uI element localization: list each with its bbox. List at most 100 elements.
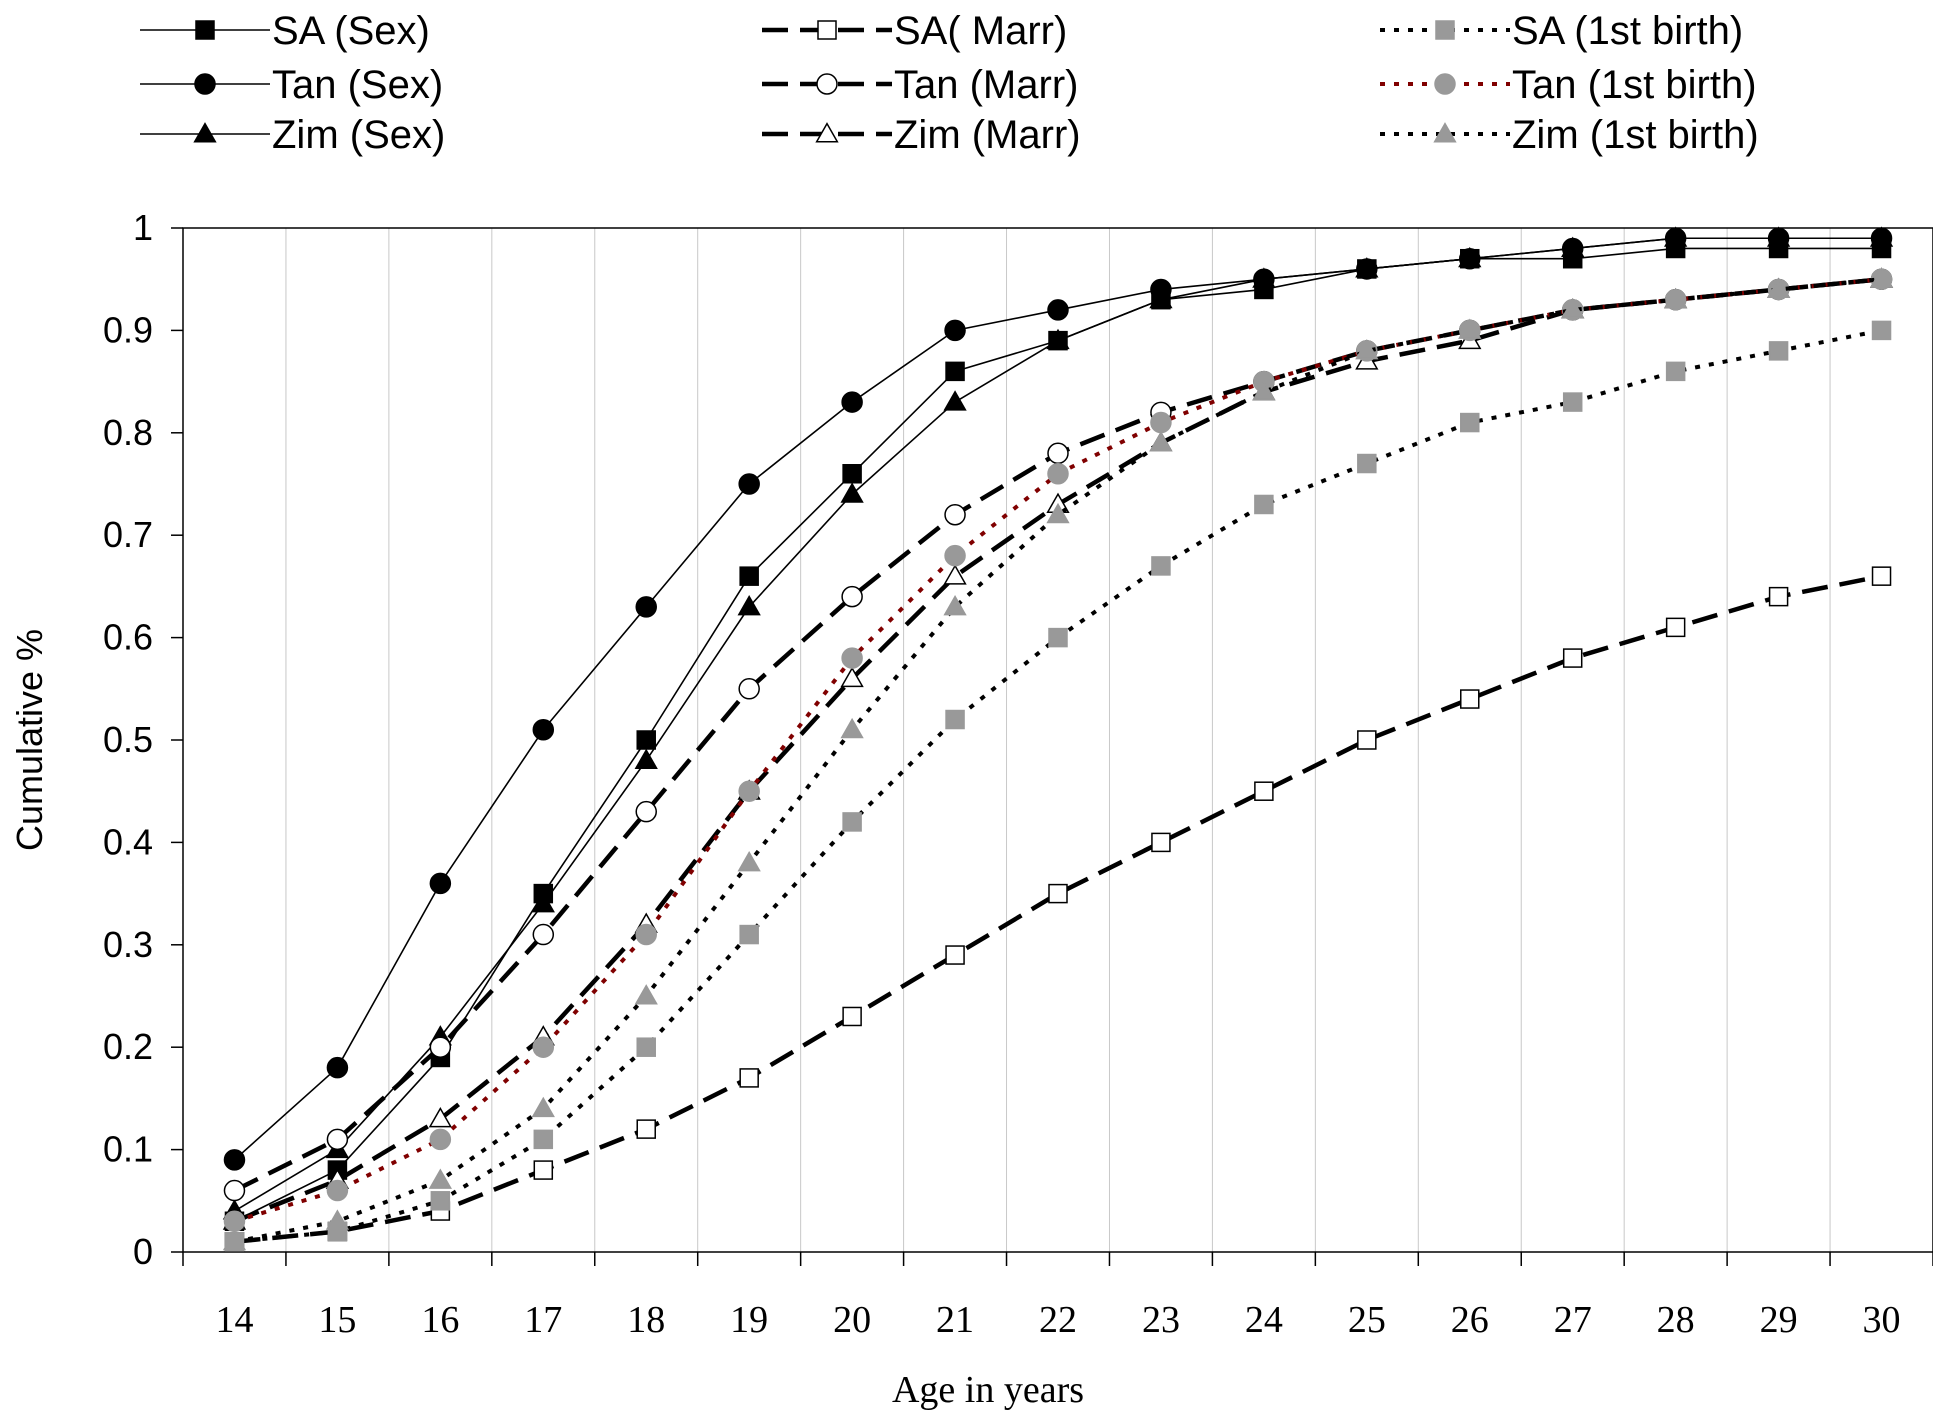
legend-entry: Tan (Marr) <box>762 63 1078 107</box>
data-point <box>737 595 761 616</box>
data-point <box>428 1107 452 1128</box>
data-point <box>840 482 864 503</box>
series-2 <box>222 226 1894 1220</box>
legend-marker <box>1433 122 1457 143</box>
data-point <box>1151 832 1171 853</box>
data-point <box>841 391 863 413</box>
data-point <box>1252 267 1276 288</box>
y-tick-label: 0.8 <box>103 412 153 453</box>
data-point <box>1254 494 1274 515</box>
data-point <box>634 748 658 769</box>
data-point <box>1766 277 1791 298</box>
y-axis: 0 0.1 0.2 0.3 0.4 0.5 0.6 0.7 0.8 0.9 1 <box>103 207 183 1272</box>
data-point <box>738 473 760 495</box>
data-point <box>841 585 863 608</box>
x-tick-label: 26 <box>1451 1299 1489 1341</box>
y-tick-label: 0.5 <box>103 719 153 760</box>
data-point <box>1046 502 1070 524</box>
legend-entry: Tan (Sex) <box>140 63 443 107</box>
legend-label: Tan (Marr) <box>894 63 1078 107</box>
data-point <box>738 780 760 802</box>
data-point <box>1869 226 1894 247</box>
data-point <box>1561 236 1585 257</box>
data-point <box>1458 318 1482 339</box>
data-point <box>1665 617 1686 638</box>
data-point <box>1871 320 1892 341</box>
data-point <box>428 1168 452 1189</box>
legend-marker <box>194 73 216 95</box>
data-point <box>945 945 965 965</box>
data-point <box>739 924 759 945</box>
legend-marker <box>817 20 837 40</box>
data-point <box>1048 883 1068 904</box>
data-point <box>1766 226 1791 247</box>
y-tick-label: 0.3 <box>103 924 153 965</box>
data-point <box>1047 299 1069 321</box>
legend-entry: Zim (1st birth) <box>1380 113 1759 157</box>
data-point <box>223 1149 246 1171</box>
data-point <box>840 666 864 688</box>
x-tick-label: 28 <box>1657 1299 1695 1341</box>
legend-label: Tan (Sex) <box>272 63 443 107</box>
data-point <box>1357 453 1377 474</box>
data-point <box>326 1128 349 1151</box>
x-tick-label: 17 <box>524 1299 562 1341</box>
legend-label: Zim (Sex) <box>272 113 445 157</box>
x-tick-label: 19 <box>730 1299 768 1341</box>
data-point <box>429 1036 452 1058</box>
series-6 <box>224 320 1892 1252</box>
data-point <box>739 1068 759 1088</box>
x-axis: 14 15 16 17 18 19 20 21 22 23 24 25 26 27 28 29 30 <box>182 1252 1933 1341</box>
data-point <box>1664 287 1688 309</box>
series-line <box>233 276 1882 1224</box>
x-tick-label: 21 <box>936 1299 974 1341</box>
legend-marker <box>815 122 839 143</box>
plot-frame <box>182 227 1933 1253</box>
data-point <box>1047 463 1069 485</box>
legend-label: SA (Sex) <box>272 9 430 53</box>
data-point <box>840 717 864 739</box>
data-point <box>945 361 965 382</box>
data-point <box>635 923 657 946</box>
data-point <box>1664 226 1688 247</box>
data-point <box>222 1229 247 1251</box>
legend-label: Tan (1st birth) <box>1512 63 1757 107</box>
data-point <box>739 566 759 586</box>
data-point <box>532 719 555 741</box>
series-5 <box>222 267 1894 1230</box>
data-point <box>533 1160 554 1180</box>
data-point <box>636 1037 656 1057</box>
data-point <box>1047 442 1069 465</box>
y-tick-label: 0.2 <box>103 1026 153 1067</box>
data-point <box>532 923 555 946</box>
data-point <box>1357 730 1377 750</box>
legend-label: Zim (Marr) <box>894 113 1081 157</box>
data-point <box>1048 627 1068 648</box>
data-point <box>943 564 967 585</box>
data-point <box>326 1179 349 1202</box>
series-layer <box>222 226 1894 1252</box>
x-tick-label: 22 <box>1039 1299 1077 1341</box>
legend-entry: SA (1st birth) <box>1380 9 1743 53</box>
x-tick-label: 15 <box>318 1299 356 1341</box>
x-tick-label: 14 <box>215 1299 253 1341</box>
data-point <box>1252 379 1276 401</box>
legend-marker <box>1434 73 1456 95</box>
data-point <box>1254 781 1274 801</box>
data-point <box>944 544 966 567</box>
data-point <box>429 872 452 895</box>
legend-marker <box>816 73 838 95</box>
y-tick-label: 0.4 <box>103 821 153 862</box>
y-tick-label: 0.9 <box>103 309 153 350</box>
x-tick-label: 29 <box>1760 1299 1798 1341</box>
data-point <box>326 1056 349 1079</box>
data-point <box>636 730 656 750</box>
data-point <box>533 1129 554 1150</box>
data-point <box>1149 287 1173 309</box>
data-point <box>635 596 657 618</box>
series-line <box>233 277 1882 1224</box>
series-line <box>234 247 1882 1222</box>
series-3 <box>224 566 1892 1252</box>
legend-entry: SA (Sex) <box>140 9 430 53</box>
data-point <box>429 1128 452 1151</box>
